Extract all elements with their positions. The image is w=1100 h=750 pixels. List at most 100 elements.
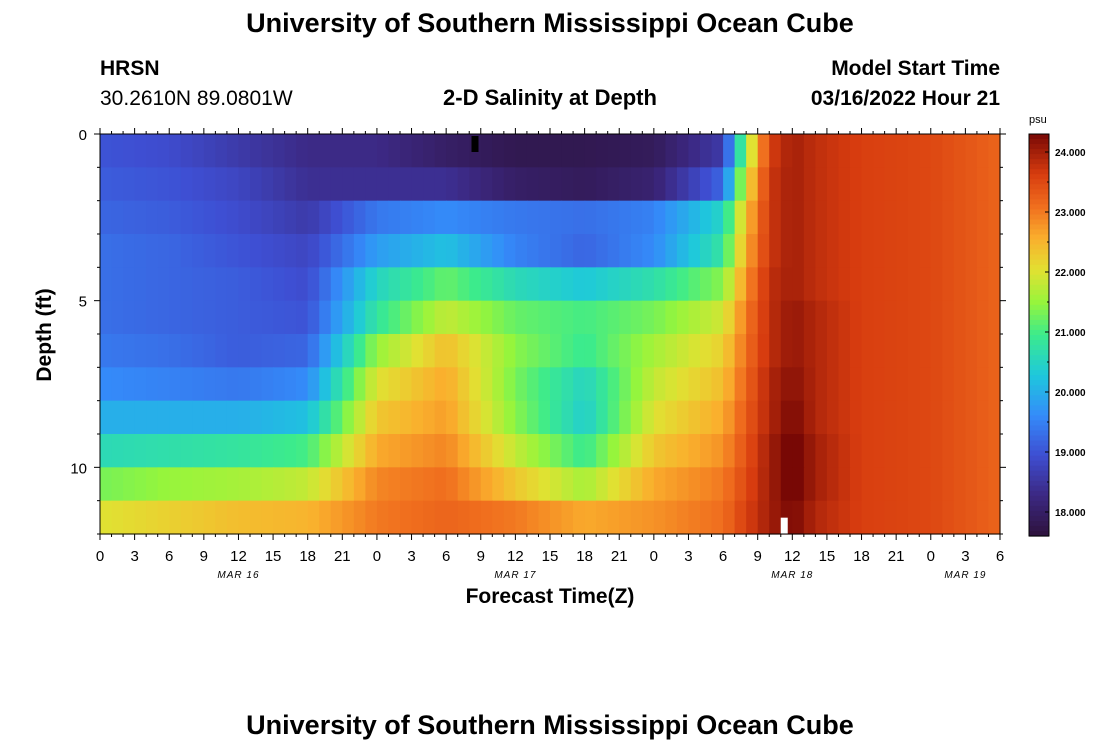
heatmap-cell — [261, 234, 274, 268]
heatmap-cell — [734, 300, 747, 335]
heatmap-cell — [353, 367, 366, 402]
heatmap-cell — [596, 434, 609, 468]
heatmap-cell — [480, 467, 493, 502]
heatmap-cell — [342, 500, 355, 535]
heatmap-cell — [457, 134, 470, 168]
heatmap-cell — [769, 200, 782, 235]
heatmap-cell — [700, 234, 713, 268]
heatmap-cell — [330, 200, 343, 235]
x-axis-label: Forecast Time(Z) — [465, 585, 635, 608]
x-tick-label: 0 — [96, 548, 104, 565]
heatmap-cell — [457, 200, 470, 235]
heatmap-cell — [688, 167, 701, 202]
heatmap-cell — [838, 500, 851, 535]
heatmap-cell — [907, 267, 920, 302]
heatmap-cell — [284, 434, 297, 468]
heatmap-cell — [215, 200, 228, 235]
heatmap-cell — [988, 334, 1001, 368]
heatmap-cell — [169, 134, 182, 168]
heatmap-cell — [307, 134, 320, 168]
heatmap-cell — [503, 234, 516, 268]
heatmap-cell — [630, 300, 643, 335]
x-tick-label: 6 — [442, 548, 450, 565]
heatmap-cell — [953, 467, 966, 502]
heatmap-cell — [526, 500, 540, 535]
heatmap-cell — [400, 367, 413, 402]
heatmap-cell — [157, 467, 170, 502]
heatmap-cell — [596, 134, 609, 168]
heatmap-cell — [769, 434, 782, 468]
heatmap-cell — [942, 334, 955, 368]
heatmap-cell — [180, 434, 193, 468]
heatmap-cell — [411, 367, 424, 402]
heatmap-cell — [896, 200, 909, 235]
heatmap-cell — [526, 400, 540, 435]
heatmap-cell — [250, 267, 263, 302]
heatmap-cell — [434, 267, 447, 302]
heatmap-cell — [353, 334, 366, 368]
heatmap-cell — [884, 467, 897, 502]
x-tick-label: 6 — [165, 548, 173, 565]
heatmap-cell — [953, 434, 966, 468]
heatmap-cell — [803, 167, 816, 202]
heatmap-cell — [746, 234, 759, 268]
heatmap-cell — [619, 367, 632, 402]
heatmap-cell — [273, 434, 286, 468]
heatmap-cell — [480, 300, 493, 335]
heatmap-cell — [665, 134, 678, 168]
heatmap-cell — [561, 300, 574, 335]
heatmap-cell — [376, 134, 390, 168]
heatmap-cell — [203, 300, 216, 335]
heatmap-cell — [769, 500, 782, 535]
heatmap-cell — [653, 234, 666, 268]
heatmap-cell — [192, 400, 205, 435]
heatmap-cell — [492, 400, 505, 435]
heatmap-cell — [353, 434, 366, 468]
heatmap-cell — [319, 300, 332, 335]
heatmap-cell — [100, 200, 113, 235]
heatmap-cell — [480, 367, 493, 402]
heatmap-cell — [111, 400, 124, 435]
heatmap-cell — [723, 300, 736, 335]
heatmap-cell — [250, 334, 263, 368]
heatmap-cell — [226, 234, 240, 268]
heatmap-cell — [769, 367, 782, 402]
heatmap-cell — [146, 400, 159, 435]
colorbar-segment — [1029, 329, 1049, 336]
heatmap-cell — [503, 500, 516, 535]
heatmap-cell — [884, 300, 897, 335]
heatmap-cell — [492, 267, 505, 302]
heatmap-cell — [676, 500, 690, 535]
heatmap-cell — [273, 400, 286, 435]
colorbar-segment — [1029, 254, 1049, 261]
colorbar-segment — [1029, 400, 1049, 406]
heatmap-cell — [723, 400, 736, 435]
heatmap-cell — [884, 234, 897, 268]
heatmap-cell — [873, 334, 886, 368]
colorbar-segment — [1029, 370, 1049, 376]
heatmap-cell — [111, 267, 124, 302]
heatmap-cell — [238, 300, 251, 335]
heatmap-cell — [573, 334, 586, 368]
heatmap-cell — [630, 167, 643, 202]
heatmap-cell — [434, 367, 447, 402]
colorbar-segment — [1029, 164, 1049, 170]
heatmap-cell — [111, 200, 124, 235]
heatmap-cell — [838, 267, 851, 302]
heatmap-cell — [226, 300, 240, 335]
heatmap-cell — [100, 467, 113, 502]
heatmap-cell — [607, 367, 620, 402]
heatmap-cell — [157, 167, 170, 202]
colorbar-segment — [1029, 199, 1049, 205]
heatmap-cell — [365, 267, 378, 302]
heatmap-cell — [146, 200, 159, 235]
heatmap-cell — [423, 367, 436, 402]
colorbar-segment — [1029, 134, 1049, 140]
heatmap-cell — [526, 367, 540, 402]
heatmap-cell — [296, 134, 309, 168]
x-tick-label: 21 — [611, 548, 628, 565]
colorbar: 18.000 19.000 20.000 21.000 22.000 23.000 24.0… — [1028, 133, 1086, 537]
heatmap-cell — [284, 267, 297, 302]
heatmap-cell — [780, 167, 793, 202]
heatmap-cell — [642, 134, 655, 168]
